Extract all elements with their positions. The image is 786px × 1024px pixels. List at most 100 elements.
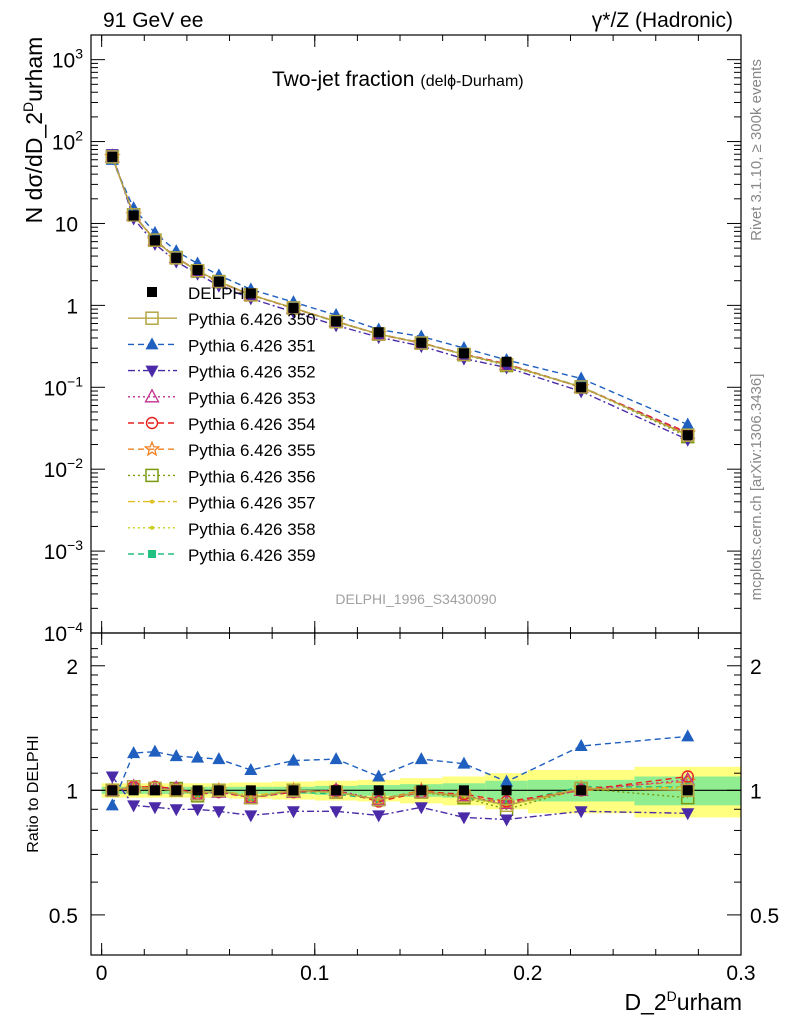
legend-label: Pythia 6.426 350 xyxy=(188,310,316,329)
ratio-data-point xyxy=(331,785,342,796)
series-point xyxy=(126,208,141,222)
x-axis-title: D_2Durham xyxy=(624,988,742,1015)
main-series-group xyxy=(103,148,697,447)
rivet-label: Rivet 3.1.10, ≥ 300k events xyxy=(748,59,765,241)
ratio-data-point xyxy=(245,785,256,796)
data-point xyxy=(682,430,693,441)
legend-marker xyxy=(145,311,159,325)
ratio-y-tick-label-right: 1 xyxy=(750,780,762,803)
legend-label: Pythia 6.426 359 xyxy=(188,546,316,565)
legend-marker xyxy=(145,416,159,430)
data-point xyxy=(373,327,384,338)
legend-marker xyxy=(143,440,161,457)
data-point xyxy=(416,337,427,348)
analysis-watermark: DELPHI_1996_S3430090 xyxy=(335,591,496,607)
legend-label: Pythia 6.426 357 xyxy=(188,494,316,513)
ratio-series-point xyxy=(212,783,226,798)
series-point xyxy=(329,314,343,329)
data-point xyxy=(171,252,182,263)
series-point xyxy=(148,233,162,247)
series-point xyxy=(681,417,695,430)
ratio-series-point xyxy=(457,756,471,769)
ratio-series-point xyxy=(127,746,141,759)
ratio-series-point xyxy=(169,804,183,817)
ratio-y-tick-label: 0.5 xyxy=(49,905,78,928)
series-point xyxy=(190,264,205,278)
ratio-series-point xyxy=(286,806,300,819)
legend-marker xyxy=(145,365,159,378)
ratio-data-point xyxy=(288,785,299,796)
data-point xyxy=(245,288,256,299)
ratio-series-point xyxy=(191,804,205,817)
y-tick-label: 10−4 xyxy=(44,619,84,646)
legend-label: Pythia 6.426 354 xyxy=(188,415,316,434)
ratio-series-point xyxy=(500,814,514,827)
ratio-series-point xyxy=(105,771,119,784)
ratio-series-point xyxy=(148,802,162,815)
ratio-data-point xyxy=(149,785,160,796)
y-tick-label: 10−1 xyxy=(44,373,84,400)
rivet-label-group: Rivet 3.1.10, ≥ 300k events xyxy=(748,59,765,241)
ratio-series-point xyxy=(329,752,343,765)
ratio-data-point xyxy=(213,785,224,796)
ratio-series-point xyxy=(372,810,386,823)
ratio-axis-title-group: Ratio to DELPHI xyxy=(25,735,42,852)
main-frame xyxy=(90,34,742,634)
ratio-series-point xyxy=(499,798,514,813)
legend-marker xyxy=(148,550,156,558)
ratio-series-point xyxy=(286,783,301,798)
ratio-series-point xyxy=(244,762,258,775)
series-point xyxy=(574,380,588,394)
ratio-y-tick-label: 1 xyxy=(66,780,78,803)
legend-label: Pythia 6.426 353 xyxy=(188,389,316,408)
y-tick-label: 1 xyxy=(66,295,78,318)
ratio-series-point xyxy=(681,770,694,783)
legend-marker xyxy=(150,525,154,530)
x-tick-label: 0.2 xyxy=(513,962,542,985)
series-point xyxy=(169,251,183,265)
ratio-series-point xyxy=(414,752,428,765)
energy-label: 91 GeV ee xyxy=(103,9,203,32)
legend-marker xyxy=(145,337,159,350)
chart-title: Two-jet fraction (delϕ-Durham) xyxy=(272,68,524,91)
ratio-series-point xyxy=(212,806,226,819)
ratio-series-point xyxy=(680,783,695,798)
ratio-data-point xyxy=(501,785,512,796)
ratio-series-point xyxy=(127,800,141,813)
legend-label: Pythia 6.426 352 xyxy=(188,363,316,382)
ratio-series-point xyxy=(457,812,471,825)
ratio-data-point xyxy=(107,785,118,796)
ratio-axis-title: Ratio to DELPHI xyxy=(25,735,42,852)
y-axis-title-group: N dσ/dD_2Durham xyxy=(20,37,47,224)
ratio-series-point xyxy=(414,802,428,815)
series-point xyxy=(414,336,429,350)
ratio-series-group xyxy=(104,729,697,827)
ratio-series-point xyxy=(105,783,120,798)
x-tick-label: 0 xyxy=(96,962,108,985)
ratio-series-point xyxy=(212,752,226,765)
legend-label: Pythia 6.426 355 xyxy=(188,441,316,460)
series-point xyxy=(127,201,141,214)
data-point xyxy=(128,210,139,221)
ratio-series-point xyxy=(169,749,183,762)
mcplots-label-group: mcplots.cern.ch [arXiv:1306.3436] xyxy=(748,374,765,601)
ratio-series-point xyxy=(681,729,695,742)
legend-marker xyxy=(145,468,159,483)
ratio-data-point xyxy=(192,785,203,796)
ratio-y-tick-label: 2 xyxy=(66,656,78,679)
ratio-y-tick-label-right: 0.5 xyxy=(750,905,779,928)
ratio-y-tick-label-right: 2 xyxy=(750,656,762,679)
data-point xyxy=(213,276,224,287)
y-axis-title: N dσ/dD_2Durham xyxy=(20,37,47,224)
x-tick-label: 0.3 xyxy=(726,962,755,985)
data-point xyxy=(288,302,299,313)
ratio-series-point xyxy=(169,783,183,798)
ratio-series-point xyxy=(498,795,515,810)
ratio-series-point xyxy=(191,750,205,763)
ratio-data-point xyxy=(416,785,427,796)
ratio-data-point xyxy=(128,785,139,796)
mcplots-label: mcplots.cern.ch [arXiv:1306.3436] xyxy=(748,374,765,601)
legend-marker xyxy=(144,388,160,403)
data-point xyxy=(107,151,118,162)
y-tick-label: 10−2 xyxy=(44,455,84,482)
